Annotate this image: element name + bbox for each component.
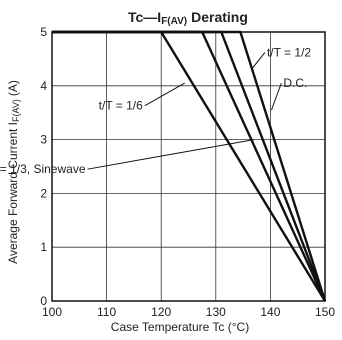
annotation-leader [271, 82, 282, 111]
grid-lines [52, 32, 325, 301]
derating-curve-3 [52, 30, 327, 302]
annotation-leader [87, 139, 255, 170]
y-tick-label: 0 [40, 294, 47, 308]
annotation-label: t/T = 1/3, Sinewave [0, 162, 86, 176]
annotation-label: t/T = 1/6 [99, 99, 143, 113]
annotation-label: D.C. [283, 76, 307, 90]
annotation-label: t/T = 1/2 [267, 45, 311, 59]
x-tick-label: 110 [97, 305, 116, 319]
y-tick-label: 3 [40, 133, 47, 147]
y-axis-label: Average Forward Current IF(AV)(A) [6, 80, 21, 264]
y-tick-labels: 0 1 2 3 4 5 [40, 25, 47, 308]
y-tick-label: 5 [40, 25, 47, 39]
annotation-leader [250, 52, 266, 70]
y-tick-label: 2 [40, 186, 47, 200]
y-tick-label: 4 [40, 79, 47, 93]
derating-curve-2 [52, 30, 327, 302]
curve-annotations: t/T = 1/2 D.C. t/T = 1/6 t/T = 1/3, Sinewav… [0, 45, 311, 176]
x-tick-label: 120 [151, 305, 171, 319]
x-tick-label: 130 [206, 305, 226, 319]
derating-curves [52, 30, 327, 302]
y-tick-label: 1 [40, 240, 47, 254]
x-tick-label: 100 [42, 305, 62, 319]
plot-frame [51, 31, 326, 302]
x-axis-label: Case Temperature Tc (°C) [111, 320, 249, 334]
annotation-leader [144, 82, 185, 107]
chart-title: Tc—IF(AV) Derating [128, 9, 248, 27]
x-tick-label: 140 [260, 305, 280, 319]
x-tick-label: 150 [315, 305, 335, 319]
derating-curve-1 [52, 30, 327, 302]
derating-curve-4 [52, 30, 327, 302]
x-tick-labels: 100 110 120 130 140 150 [42, 305, 335, 319]
